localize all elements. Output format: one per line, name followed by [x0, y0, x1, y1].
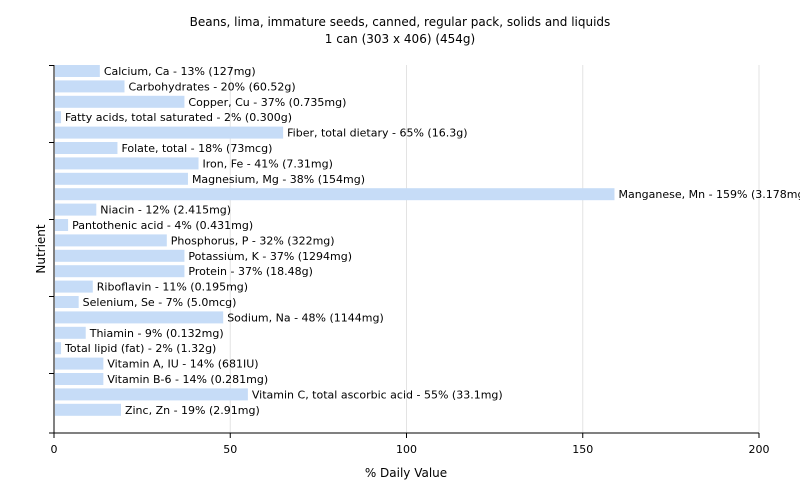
bar [55, 280, 93, 293]
bar [55, 157, 199, 170]
bar [55, 188, 615, 201]
bar-label: Pantothenic acid - 4% (0.431mg) [72, 219, 253, 232]
bar-label: Total lipid (fat) - 2% (1.32g) [64, 342, 216, 355]
bar [55, 203, 97, 216]
bar-label: Vitamin A, IU - 14% (681IU) [107, 358, 258, 371]
bar-label: Carbohydrates - 20% (60.52g) [129, 80, 296, 93]
bar-label: Protein - 37% (18.48g) [188, 265, 313, 278]
bar [55, 95, 185, 108]
bar [55, 249, 185, 262]
bar-label: Copper, Cu - 37% (0.735mg) [188, 96, 346, 109]
bar [55, 126, 284, 139]
x-tick-label: 200 [749, 443, 770, 456]
bar [55, 388, 248, 401]
x-tick-label: 0 [51, 443, 58, 456]
bar-label: Potassium, K - 37% (1294mg) [188, 250, 352, 263]
bar-label: Calcium, Ca - 13% (127mg) [104, 65, 256, 78]
x-axis-title: % Daily Value [365, 466, 447, 480]
bar-labels: Calcium, Ca - 13% (127mg) Carbohydrates -… [64, 65, 800, 417]
bar-label: Thiamin - 9% (0.132mg) [89, 327, 224, 340]
bar-label: Selenium, Se - 7% (5.0mcg) [83, 296, 237, 309]
bar-label: Niacin - 12% (2.415mg) [100, 204, 231, 217]
x-tick-label: 100 [396, 443, 417, 456]
bar [55, 403, 121, 416]
axes: 0 50 100 150 200 [49, 65, 770, 456]
bar [55, 357, 104, 370]
y-axis-title: Nutrient [34, 224, 48, 274]
bar-label: Fatty acids, total saturated - 2% (0.300… [65, 111, 292, 124]
bar-label: Iron, Fe - 41% (7.31mg) [203, 157, 333, 170]
bar-label: Folate, total - 18% (73mcg) [121, 142, 272, 155]
bar [55, 142, 118, 154]
bar [55, 265, 185, 278]
chart-title: Beans, lima, immature seeds, canned, reg… [189, 15, 611, 29]
bar-label: Manganese, Mn - 159% (3.178mg) [618, 188, 800, 201]
bar [55, 296, 79, 308]
bar [55, 311, 224, 324]
bar-label: Vitamin B-6 - 14% (0.281mg) [107, 373, 268, 386]
bar-label: Magnesium, Mg - 38% (154mg) [192, 173, 365, 186]
bar-label: Phosphorus, P - 32% (322mg) [171, 234, 335, 247]
bar [55, 80, 125, 93]
bar [55, 172, 188, 185]
bar-label: Vitamin C, total ascorbic acid - 55% (33… [252, 388, 503, 401]
bar-label: Riboflavin - 11% (0.195mg) [97, 281, 248, 294]
chart-subtitle: 1 can (303 x 406) (454g) [324, 32, 476, 46]
grid [229, 65, 760, 433]
bar-label: Fiber, total dietary - 65% (16.3g) [287, 127, 467, 140]
bar [55, 373, 104, 385]
bar [55, 65, 100, 77]
bar-label: Zinc, Zn - 19% (2.91mg) [125, 404, 260, 417]
bar [55, 234, 167, 247]
bar [55, 326, 86, 339]
x-tick-label: 50 [223, 443, 237, 456]
x-tick-label: 150 [572, 443, 593, 456]
bar-label: Sodium, Na - 48% (1144mg) [227, 311, 384, 324]
bars [55, 65, 615, 416]
bar [55, 342, 62, 355]
bar [55, 219, 69, 231]
bar [55, 111, 62, 124]
